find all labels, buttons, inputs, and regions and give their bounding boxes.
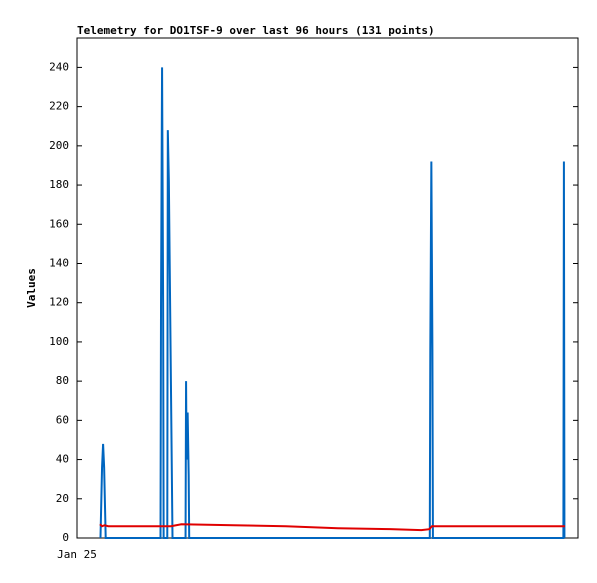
- data-line: [99, 67, 566, 539]
- y-tick-label: 180: [49, 178, 69, 191]
- y-tick-label: 220: [49, 100, 69, 113]
- y-tick-label: 20: [56, 492, 69, 505]
- data-line: [99, 523, 565, 532]
- y-tick-label: 60: [56, 413, 69, 426]
- y-tick-label: 140: [49, 256, 69, 269]
- y-tick-label: 40: [56, 453, 69, 466]
- y-tick-label: 80: [56, 374, 69, 387]
- y-tick-label: 240: [49, 60, 69, 73]
- y-tick-label: 0: [62, 531, 69, 544]
- y-tick-label: 100: [49, 335, 69, 348]
- chart-title: Telemetry for DO1TSF-9 over last 96 hour…: [77, 24, 435, 37]
- y-tick-label: 160: [49, 217, 69, 230]
- x-tick-label: Jan 25: [57, 548, 97, 561]
- y-tick-label: 200: [49, 139, 69, 152]
- y-tick-label: 120: [49, 296, 69, 309]
- y-axis-label: Values: [25, 268, 38, 308]
